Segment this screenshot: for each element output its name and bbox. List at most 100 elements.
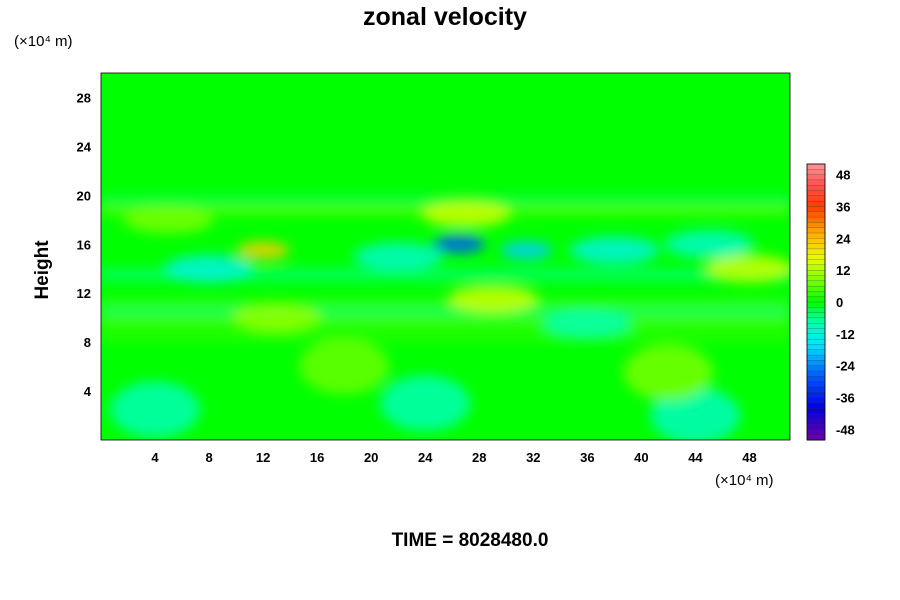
y-axis-unit-text: (×10⁴ m) [14, 33, 73, 50]
colorbar-tick-label: -48 [836, 422, 855, 437]
heatmap-feature [433, 235, 486, 254]
colorbar-bin [806, 163, 826, 170]
colorbar-bin [806, 216, 826, 223]
heatmap-feature [164, 254, 255, 283]
colorbar-bin [806, 381, 826, 388]
colorbar-bin [806, 243, 826, 250]
colorbar-bin [806, 211, 826, 218]
colorbar-tick-label: -24 [836, 359, 856, 374]
colorbar-bin [806, 238, 826, 245]
colorbar-bin [806, 429, 826, 436]
colorbar-bin [806, 185, 826, 192]
colorbar-bin [806, 206, 826, 213]
colorbar-bin [806, 232, 826, 239]
colorbar-bin [806, 285, 826, 292]
y-tick-label: 12 [77, 286, 91, 301]
colorbar-bin [806, 195, 826, 202]
colorbar-bin [806, 360, 826, 367]
x-axis-ticks: 4 8 12 16 20 24 28 32 36 40 44 48 [151, 450, 756, 465]
y-tick-label: 24 [77, 139, 92, 154]
colorbar-bin [806, 365, 826, 372]
x-tick-label: 4 [151, 450, 159, 465]
colorbar-bin [806, 227, 826, 234]
heatmap-feature [110, 381, 201, 438]
heatmap-feature [231, 303, 322, 332]
heatmap-band [101, 305, 790, 318]
colorbar-bin [806, 248, 826, 255]
colorbar-bin [806, 418, 826, 425]
colorbar-bin [806, 280, 826, 287]
colorbar-bin [806, 174, 826, 181]
heatmap-feature [237, 241, 290, 260]
heatmap-features [101, 195, 790, 440]
y-tick-label: 8 [84, 335, 91, 350]
heatmap-feature [380, 375, 471, 432]
x-tick-label: 28 [472, 450, 486, 465]
x-tick-label: 36 [580, 450, 594, 465]
colorbar-bin [806, 349, 826, 356]
x-tick-label: 16 [310, 450, 324, 465]
y-tick-label: 4 [84, 384, 92, 399]
colorbar-bin [806, 307, 826, 314]
heatmap-feature [704, 254, 790, 283]
colorbar-tick-label: 24 [836, 231, 851, 246]
colorbar-bin [806, 179, 826, 186]
colorbar-bin [806, 222, 826, 229]
x-axis-unit-text: (×10⁴ m) [715, 472, 774, 489]
heatmap-field [101, 73, 790, 440]
colorbar-bin [806, 344, 826, 351]
colorbar-bin [806, 413, 826, 420]
colorbar-frame [806, 163, 826, 441]
heatmap-feature [500, 241, 553, 260]
heatmap-feature [353, 242, 444, 271]
x-tick-label: 8 [205, 450, 212, 465]
x-tick-label: 48 [742, 450, 756, 465]
colorbar-bin [806, 323, 826, 330]
colorbar-bin [806, 434, 826, 441]
colorbar-bin [806, 317, 826, 324]
x-tick-label: 20 [364, 450, 378, 465]
colorbar-bin [806, 312, 826, 319]
colorbar-tick-label: 48 [836, 168, 850, 183]
colorbar-bin [806, 190, 826, 197]
colorbar-bin [806, 333, 826, 340]
colorbar-bin [806, 301, 826, 308]
x-tick-label: 24 [418, 450, 433, 465]
x-tick-label: 12 [256, 450, 270, 465]
heatmap-feature [650, 387, 741, 440]
colorbar-bin [806, 339, 826, 345]
colorbar-bin [806, 392, 826, 399]
heatmap-feature [420, 199, 511, 228]
heatmap-band [101, 330, 790, 343]
colorbar-bin [806, 402, 826, 409]
y-axis-unit: (×10⁴ m) [14, 33, 73, 50]
plot-frame [100, 72, 791, 441]
colorbar: 48 36 24 12 0 -12 -24 -36 -48 [806, 163, 856, 441]
colorbar-bin [806, 408, 826, 414]
colorbar-bin [806, 296, 826, 303]
colorbar-bin [806, 201, 826, 207]
x-tick-label: 40 [634, 450, 648, 465]
heatmap-feature [542, 309, 633, 338]
colorbar-bin [806, 169, 826, 176]
colorbar-tick-label: 36 [836, 199, 850, 214]
heatmap-feature [299, 338, 390, 395]
time-annotation: TIME = 8028480.0 [391, 530, 549, 551]
colorbar-bin [806, 270, 826, 276]
colorbar-bin [806, 328, 826, 335]
colorbar-bin [806, 254, 826, 261]
x-tick-label: 44 [688, 450, 703, 465]
y-tick-label: 20 [77, 188, 91, 203]
x-tick-label: 32 [526, 450, 540, 465]
colorbar-bin [806, 291, 826, 298]
colorbar-bin [806, 386, 826, 393]
colorbar-bin [806, 423, 826, 430]
y-tick-label: 16 [77, 237, 91, 252]
colorbar-bin [806, 370, 826, 377]
colorbar-bin [806, 397, 826, 404]
heatmap-feature [123, 205, 214, 234]
colorbar-tick-label: -12 [836, 327, 855, 342]
heatmap-band [101, 268, 790, 281]
colorbar-bin [806, 354, 826, 361]
